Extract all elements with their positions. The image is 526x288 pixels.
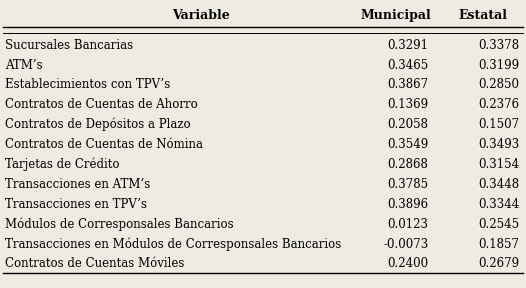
Text: Contratos de Depósitos a Plazo: Contratos de Depósitos a Plazo: [5, 118, 191, 131]
Text: 0.3199: 0.3199: [479, 58, 520, 71]
Text: Establecimientos con TPV’s: Establecimientos con TPV’s: [5, 78, 170, 91]
Text: Transacciones en TPV’s: Transacciones en TPV’s: [5, 198, 147, 211]
Text: -0.0073: -0.0073: [383, 238, 429, 251]
Text: Transacciones en Módulos de Corresponsales Bancarios: Transacciones en Módulos de Corresponsal…: [5, 237, 341, 251]
Text: 0.3344: 0.3344: [478, 198, 520, 211]
Text: 0.3465: 0.3465: [387, 58, 429, 71]
Text: 0.3291: 0.3291: [388, 39, 429, 52]
Text: 0.1857: 0.1857: [479, 238, 520, 251]
Text: 0.2058: 0.2058: [388, 118, 429, 131]
Text: 0.2400: 0.2400: [387, 257, 429, 270]
Text: Módulos de Corresponsales Bancarios: Módulos de Corresponsales Bancarios: [5, 217, 234, 231]
Text: 0.3448: 0.3448: [479, 178, 520, 191]
Text: Estatal: Estatal: [459, 9, 508, 22]
Text: 0.1507: 0.1507: [479, 118, 520, 131]
Text: 0.3154: 0.3154: [479, 158, 520, 171]
Text: Contratos de Cuentas de Ahorro: Contratos de Cuentas de Ahorro: [5, 98, 198, 111]
Text: 0.3867: 0.3867: [387, 78, 429, 91]
Text: 0.3896: 0.3896: [387, 198, 429, 211]
Text: 0.3785: 0.3785: [387, 178, 429, 191]
Text: Contratos de Cuentas de Nómina: Contratos de Cuentas de Nómina: [5, 138, 204, 151]
Text: 0.2868: 0.2868: [388, 158, 429, 171]
Text: Municipal: Municipal: [360, 9, 431, 22]
Text: 0.3549: 0.3549: [387, 138, 429, 151]
Text: Tarjetas de Crédito: Tarjetas de Crédito: [5, 158, 120, 171]
Text: Variable: Variable: [171, 9, 229, 22]
Text: 0.2679: 0.2679: [479, 257, 520, 270]
Text: 0.0123: 0.0123: [388, 218, 429, 231]
Text: Transacciones en ATM’s: Transacciones en ATM’s: [5, 178, 150, 191]
Text: 0.2850: 0.2850: [479, 78, 520, 91]
Text: ATM’s: ATM’s: [5, 58, 43, 71]
Text: 0.2545: 0.2545: [479, 218, 520, 231]
Text: Sucursales Bancarias: Sucursales Bancarias: [5, 39, 134, 52]
Text: 0.1369: 0.1369: [387, 98, 429, 111]
Text: Contratos de Cuentas Móviles: Contratos de Cuentas Móviles: [5, 257, 185, 270]
Text: 0.3378: 0.3378: [479, 39, 520, 52]
Text: 0.3493: 0.3493: [478, 138, 520, 151]
Text: 0.2376: 0.2376: [479, 98, 520, 111]
